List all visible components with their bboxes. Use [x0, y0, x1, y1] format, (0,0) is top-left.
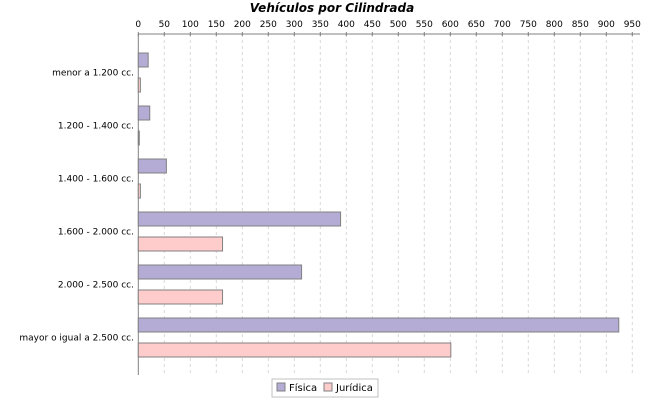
bar-fisica	[137, 317, 620, 333]
tick-label: 300	[286, 20, 303, 30]
tick-label: 250	[260, 20, 277, 30]
tick-label: 500	[390, 20, 407, 30]
category-axis: menor a 1.200 cc. 1.200 - 1.400 cc. 1.400 …	[19, 69, 134, 344]
tick-label: 800	[546, 20, 563, 30]
bar-juridica	[137, 289, 224, 305]
tick-label: 400	[338, 20, 355, 30]
chart-title: Vehículos por Cilindrada	[250, 1, 414, 15]
tick-label: 900	[598, 20, 615, 30]
tick-label: 750	[520, 20, 537, 30]
bar-juridica	[137, 130, 140, 146]
bar-juridica	[137, 342, 452, 358]
tick-label: 700	[494, 20, 511, 30]
tick-label: 650	[468, 20, 485, 30]
bar-fisica	[137, 158, 167, 174]
category-label: 1.200 - 1.400 cc.	[58, 122, 134, 132]
legend-label: Jurídica	[335, 382, 373, 394]
bar-juridica	[137, 77, 141, 93]
legend-swatch	[323, 382, 333, 392]
legend-swatch	[276, 382, 286, 392]
tick-label: 350	[312, 20, 329, 30]
tick-label: 450	[364, 20, 381, 30]
tick-label: 200	[234, 20, 251, 30]
bar-fisica	[137, 264, 303, 280]
bar-juridica	[137, 236, 224, 252]
tick-label: 150	[208, 20, 225, 30]
tick-label: 950	[624, 20, 641, 30]
bar-fisica	[137, 211, 342, 227]
category-label: 1.600 - 2.000 cc.	[58, 228, 134, 238]
tick-label: 0	[135, 20, 141, 30]
bar-fisica	[137, 105, 151, 121]
bar-juridica	[137, 183, 141, 199]
bar-fisica	[137, 52, 149, 68]
legend-label: Física	[289, 382, 317, 394]
category-label: 2.000 - 2.500 cc.	[58, 281, 134, 291]
tick-label: 550	[416, 20, 433, 30]
tick-label: 100	[182, 20, 199, 30]
tick-label: 850	[572, 20, 589, 30]
tick-label: 50	[159, 20, 171, 30]
category-label: mayor o igual a 2.500 cc.	[19, 334, 134, 344]
category-label: menor a 1.200 cc.	[52, 69, 134, 79]
bars	[137, 52, 620, 358]
category-label: 1.400 - 1.600 cc.	[58, 175, 134, 185]
legend: Física Jurídica	[271, 378, 379, 398]
tick-label: 600	[442, 20, 459, 30]
